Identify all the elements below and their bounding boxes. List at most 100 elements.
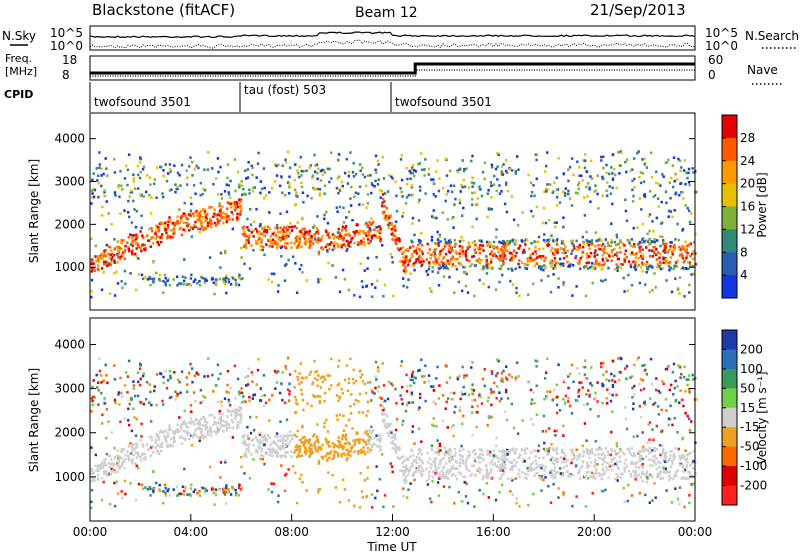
power-cell [281,233,285,236]
velocity-cell [585,471,588,474]
power-cell [510,169,514,172]
velocity-cell [281,441,285,445]
power-cell [444,157,447,161]
power-cell [579,267,582,271]
velocity-cell [535,365,538,368]
power-cell [688,283,691,287]
power-cell [386,214,390,217]
velocity-cell [400,398,403,401]
power-cell [116,261,119,264]
velocity-cell [579,466,582,469]
power-cell [245,235,248,238]
velocity-cell [224,424,227,427]
velocity-cell [534,455,537,458]
power-cell [176,219,179,223]
power-cell [281,228,285,232]
power-cell [376,183,380,186]
power-cell [438,263,441,267]
power-cell [470,159,473,163]
velocity-cell [687,374,691,377]
power-cell [667,265,671,268]
power-cell [688,220,692,224]
power-cell [300,245,304,248]
power-cell [486,244,489,247]
power-cell [353,195,356,198]
power-cell [390,233,393,236]
power-cell [575,239,578,243]
power-cell [456,257,459,261]
power-cell [111,252,114,256]
power-cell [100,174,103,177]
velocity-cell [458,461,461,465]
velocity-cell [158,430,162,434]
velocity-cell [140,422,143,426]
velocity-cell [521,419,524,422]
power-cell [629,169,632,173]
power-cell [93,269,96,272]
velocity-cell [543,468,546,472]
power-cell [405,196,409,199]
velocity-cell [183,409,186,413]
velocity-cell [664,397,668,401]
velocity-cell [511,447,514,451]
power-cell [134,187,137,190]
power-cell [576,160,579,164]
velocity-cell [330,384,333,387]
velocity-cell [515,448,518,451]
power-cell [212,215,215,219]
power-cell [478,278,481,282]
velocity-cell [503,410,507,413]
power-cell [338,205,342,209]
velocity-cell [117,455,120,458]
velocity-cell [295,435,298,438]
power-cell [308,231,311,235]
velocity-cell [436,447,440,450]
power-cell [607,244,610,247]
power-cell [590,239,594,242]
power-cell [445,174,449,177]
velocity-cell [103,461,106,465]
power-cell [117,186,120,189]
velocity-cell [477,467,481,471]
velocity-cell [330,357,333,361]
power-cell [239,206,242,209]
power-cell [638,241,641,245]
velocity-cell [152,489,155,493]
velocity-cell [376,390,380,393]
velocity-cell [244,451,247,454]
power-cell [218,219,222,222]
velocity-cell [589,461,593,464]
power-cell [279,238,282,241]
power-cell [529,259,532,263]
velocity-cell [596,381,599,384]
power-cell [98,151,101,154]
power-cell [191,212,195,216]
power-cell [595,239,598,243]
power-cell [344,227,347,230]
power-cell [338,189,342,192]
power-cell [315,226,319,230]
power-cell [626,238,629,242]
power-cell [388,221,391,225]
power-cell [251,166,254,170]
power-cell [238,186,241,189]
velocity-cell [430,385,433,388]
power-cell [625,170,628,174]
power-cell [435,216,438,220]
power-cell [427,167,431,171]
power-cell [657,182,660,186]
velocity-cell [414,470,418,474]
power-cell [349,151,352,154]
power-cell [187,223,191,226]
power-cell [153,178,156,181]
power-cell [106,264,109,268]
power-cell [131,240,134,244]
power-cell [113,271,116,275]
velocity-cell [515,497,518,500]
power-cell [240,246,243,250]
power-cell [190,273,193,277]
power-cell [511,283,515,286]
power-cell [646,232,649,236]
power-cell [505,158,508,162]
power-cell [410,193,413,197]
